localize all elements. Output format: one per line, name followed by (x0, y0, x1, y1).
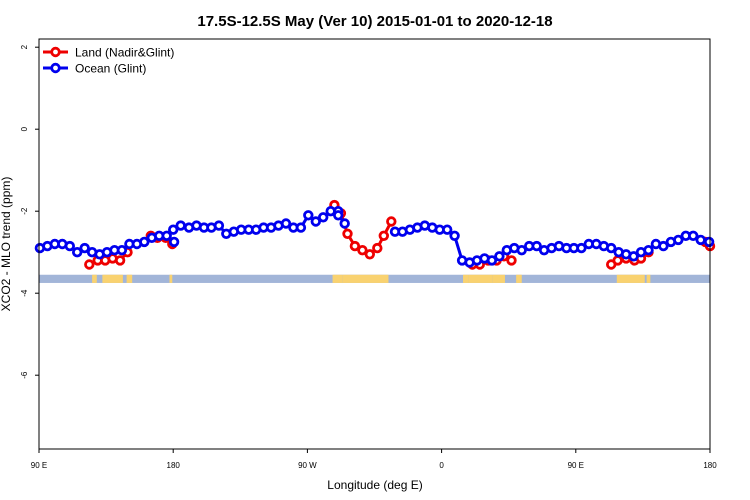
data-point (161, 230, 172, 241)
data-point (673, 234, 684, 246)
data-point (167, 224, 179, 235)
land-band-span (92, 274, 97, 283)
y-tick-label: -6 (20, 371, 29, 379)
data-point (695, 234, 706, 246)
data-point (310, 216, 321, 227)
surface-band (39, 274, 710, 283)
data-point (628, 251, 639, 262)
data-point (378, 230, 389, 241)
y-tick-label: -2 (20, 207, 29, 215)
legend-marker-ocean (50, 62, 61, 74)
data-point (175, 220, 186, 231)
data-point (442, 224, 453, 235)
y-axis-label: XCO2 - MLO trend (ppm) (0, 177, 13, 312)
y-tick-label: 0 (20, 126, 29, 131)
x-tick-label: 90 E (568, 461, 584, 470)
chart-title: 17.5S-12.5S May (Ver 10) 2015-01-01 to 2… (197, 13, 552, 30)
data-point (168, 236, 180, 248)
x-tick-label: 0 (439, 461, 444, 470)
data-point (486, 255, 498, 266)
land-band-span (126, 274, 133, 283)
data-point (658, 240, 669, 252)
land-band-span (646, 274, 651, 283)
data-point (295, 222, 307, 233)
data-point (516, 244, 527, 256)
data-point (71, 246, 83, 258)
land-band-span (332, 274, 343, 283)
data-point (116, 244, 128, 256)
data-point (349, 240, 361, 252)
data-point (643, 244, 654, 256)
land-band-span (169, 274, 173, 283)
data-point (84, 259, 95, 270)
plot-frame (38, 38, 711, 450)
series-layer (34, 199, 716, 270)
data-point (357, 244, 368, 256)
x-tick-label: 180 (167, 461, 181, 470)
data-point (494, 251, 505, 262)
legend-label-land: Land (Nadir&Glint) (75, 46, 174, 60)
land-band-span (616, 274, 645, 283)
data-point (280, 218, 292, 229)
y-tick-label: -4 (20, 289, 29, 297)
data-point (688, 230, 699, 241)
data-point (606, 242, 617, 254)
legend-marker-land (50, 46, 61, 58)
data-point (342, 228, 353, 239)
data-point (339, 218, 350, 229)
data-point (372, 242, 383, 254)
x-tick-label: 90 E (31, 461, 47, 470)
legend-label-ocean: Ocean (Glint) (75, 62, 146, 76)
x-tick-label: 180 (703, 461, 717, 470)
data-point (114, 255, 126, 266)
x-tick-label: 90 W (298, 461, 317, 470)
land-band-span (492, 274, 505, 283)
series-ocean (34, 205, 715, 268)
land-band-span (102, 274, 123, 283)
data-point (303, 210, 314, 221)
data-point (531, 240, 542, 252)
data-point (506, 255, 517, 266)
data-point (364, 249, 375, 260)
data-point (64, 240, 75, 252)
legend: Land (Nadir&Glint) Ocean (Glint) (43, 46, 174, 76)
data-point (612, 255, 623, 266)
data-point (79, 242, 90, 254)
land-band-span (463, 274, 469, 283)
data-point (333, 210, 344, 221)
data-point (703, 236, 715, 248)
x-axis-label: Longitude (deg E) (327, 478, 422, 492)
data-point (449, 230, 460, 241)
x-axis: 90 E 180 90 W 0 90 E 180 (31, 449, 717, 470)
data-point (386, 216, 397, 227)
land-band-span (342, 274, 389, 283)
data-point (213, 220, 225, 231)
data-point (318, 212, 329, 223)
data-point (139, 236, 150, 248)
land-band-span (468, 274, 493, 283)
data-point (576, 242, 587, 254)
land-band-span (516, 274, 522, 283)
y-axis: 2 0 -2 -4 -6 (20, 44, 39, 379)
y-tick-label: 2 (20, 44, 29, 49)
